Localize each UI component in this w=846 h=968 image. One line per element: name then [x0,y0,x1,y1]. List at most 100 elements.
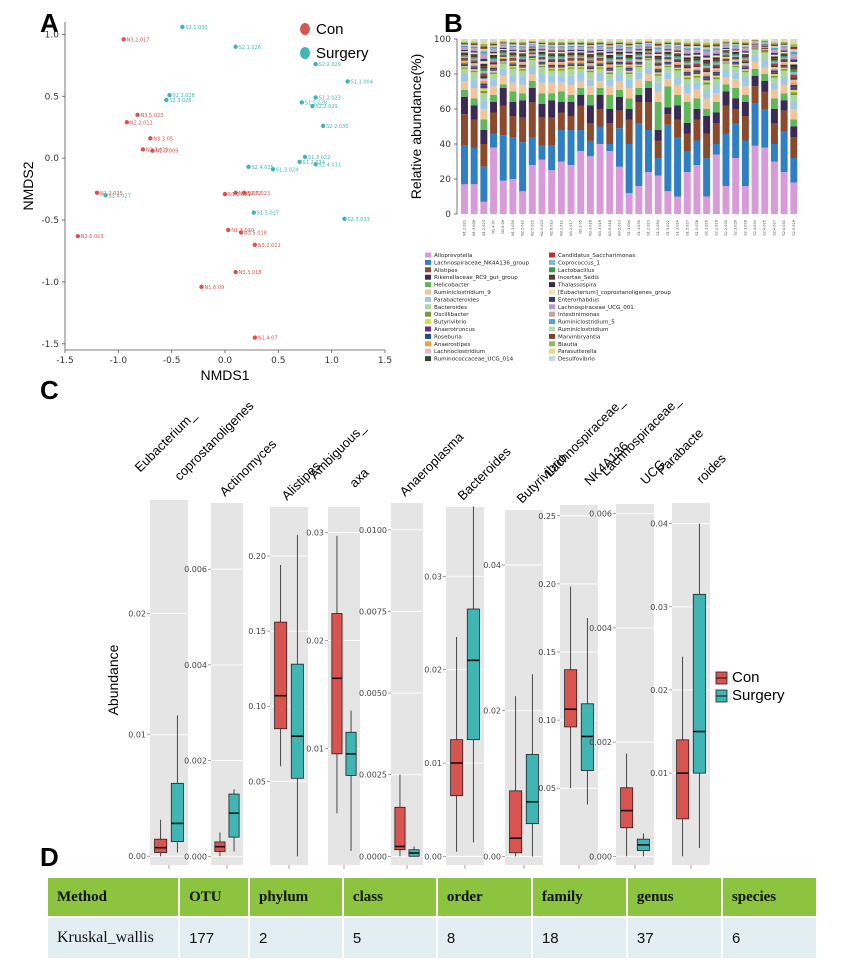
stacked-bar-segment [461,68,468,74]
data-point [233,44,238,49]
stacked-bar-segment [538,61,546,64]
stacked-bar-segment [770,42,778,45]
stacked-bar-segment [528,59,536,60]
table-cell: 37 [626,916,723,958]
stacked-bar-segment [567,56,575,58]
stacked-bar-segment [480,119,488,130]
stacked-bar-segment [693,65,701,67]
stacked-bar-segment [780,40,788,42]
stacked-bar-segment [548,43,556,45]
stacked-bar-segment [509,56,517,58]
stacked-bar-segment [461,61,468,64]
stacked-bar-segment [761,46,769,47]
stacked-bar-segment [683,60,691,63]
stacked-bar-segment [693,46,701,48]
stacked-bar-segment [683,39,691,41]
stacked-bar-segment [770,44,778,46]
stacked-bar-segment [557,91,565,102]
stacked-bar-segment [548,41,556,44]
box [450,739,464,797]
stacked-bar-segment [596,67,604,69]
stacked-bar-segment [674,46,682,48]
stacked-bar-segment [480,73,488,76]
stacked-bar-segment [712,79,720,85]
stacked-bar-segment [519,51,527,54]
point-label: N3.2.017 [127,37,150,43]
stacked-bar-segment [490,50,498,52]
stacked-bar-segment [519,191,527,214]
stacked-bar-segment [741,186,749,214]
y-tick-label: 0.10 [538,716,556,725]
stacked-bar-segment [780,59,788,61]
stacked-bar-segment [577,81,585,88]
point-label: S1.3.022 [308,155,330,161]
stacked-bar-segment [703,116,711,134]
stacked-bar-segment [635,72,643,80]
stacked-bar-segment [499,46,507,48]
stacked-bar-segment [664,86,672,108]
stacked-bar-segment [490,86,498,95]
stacked-bar-segment [499,68,507,76]
table-header-row: Method OTU phylum class order family gen… [48,878,819,917]
stacked-bar-segment [761,49,769,50]
table-header-cell: Method [48,878,181,917]
stacked-bar-segment [480,83,488,86]
stacked-bar-segment [635,56,643,59]
y-tick-label: -1.0 [41,278,59,288]
stacked-bar-segment [674,63,682,65]
sample-tick-label: N3.2.011 [559,220,563,236]
legend-label: Candidatus_Saccharimonas [558,253,635,259]
y-tick-label: 0.000 [184,852,207,861]
y-tick-label: 0.0075 [359,607,387,616]
stacked-bar-segment [645,51,653,53]
stacked-bar-segment [567,53,575,56]
stacked-bar-segment [577,53,585,56]
stacked-bar-segment [615,50,623,52]
table-cell: 5 [342,916,438,958]
stacked-bar-segment [490,72,498,74]
stacked-bar-segment [480,144,488,167]
point-label: S1.2.034 [303,160,325,166]
stacked-bar-segment [470,52,478,55]
stacked-bar-segment [741,55,749,58]
stacked-bar-segment [790,158,798,183]
stacked-bar-segment [741,43,749,46]
y-axis-label: NMDS2 [20,161,36,210]
stacked-bar-segment [693,70,701,73]
stacked-bar-segment [577,44,585,46]
point-label: S1.2.023 [319,96,341,102]
stacked-bar-segment [693,68,701,71]
sample-tick-label: S1.5.028 [695,220,699,236]
stacked-bar-segment [615,45,623,47]
stacked-bar-segment [645,130,653,172]
legend-label: Enterorhabdus [558,297,599,303]
stacked-bar-segment [780,64,788,67]
stacked-bar-segment [654,50,662,53]
stacked-bar-segment [538,50,546,52]
stacked-bar-segment [509,57,517,60]
legend-label: Bacteroides [434,305,467,311]
stacked-bar-segment [770,72,778,74]
point-label: N2.2.012 [130,120,153,126]
stacked-bar-segment [606,46,614,49]
stacked-bar-segment [712,62,720,65]
stacked-bar-segment [528,52,536,54]
relative-abundance-stacked-bar-chart: 0 20 40 60 80 100 Relative abundance(%) N1.2.0… [408,35,798,363]
stacked-bar-segment [528,102,536,137]
stacked-bar-segment [470,119,478,148]
stacked-bar-segment [761,47,769,49]
stacked-bar-segment [461,47,468,49]
stacked-bar-segment [615,128,623,167]
y-axis-label: Abundance [105,644,121,715]
stacked-bar-segment [538,51,546,53]
stacked-bar-segment [645,50,653,52]
stacked-bar-segment [645,41,653,43]
stacked-bar-segment [741,51,749,53]
stacked-bar-segment [509,66,517,68]
stacked-bar-segment [703,72,711,75]
legend-label: Helicobacter [434,283,470,289]
stacked-bar-segment [761,44,769,46]
stacked-bar-segment [761,51,769,53]
stacked-bar-segment [490,133,498,148]
stacked-bar-segment [683,42,691,45]
